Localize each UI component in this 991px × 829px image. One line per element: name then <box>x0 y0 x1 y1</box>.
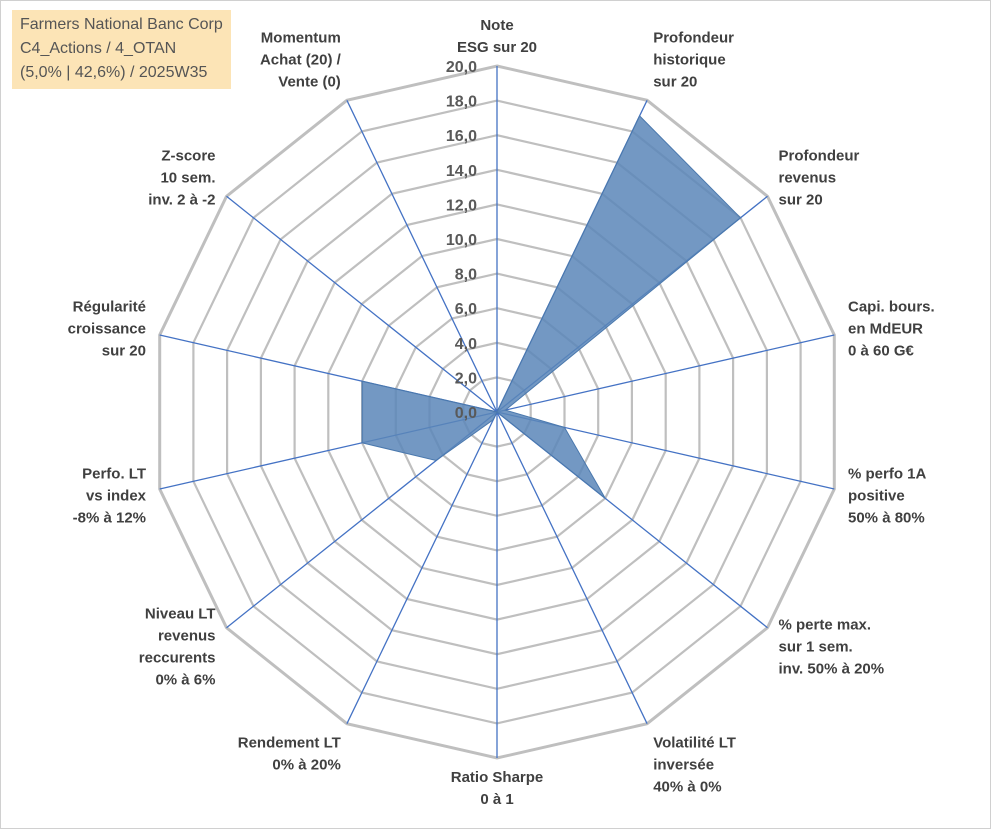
axis-label-line: Volatilité LT <box>653 735 736 752</box>
axis-spoke <box>496 411 648 724</box>
axis-label: Volatilité LT inversée 40% à 0% <box>653 735 736 796</box>
axis-label-line: ESG sur 20 <box>457 39 537 56</box>
axis-label-line: historique <box>653 51 726 68</box>
axis-label-line: croissance <box>68 320 146 337</box>
axis-label-line: revenus <box>158 627 216 644</box>
axis-label: Niveau LT revenus reccurents 0% à 6% <box>139 605 216 688</box>
axis-label-line: 0 à 60 G€ <box>848 342 915 359</box>
tick-label: 10,0 <box>446 232 477 249</box>
axis-label-line: sur 20 <box>102 342 146 359</box>
title-line-company: Farmers National Banc Corp <box>20 16 223 33</box>
tick-label: 20,0 <box>446 59 477 76</box>
tick-label: 12,0 <box>446 197 477 214</box>
axis-label-line: 10 sem. <box>160 170 215 187</box>
axis-label: Perfo. LT vs index -8% à 12% <box>73 466 147 527</box>
series-area-shape <box>361 115 742 499</box>
axis-spoke <box>496 334 835 413</box>
axis-label: Z-score 10 sem. inv. 2 à -2 <box>148 148 215 209</box>
axis-label: Note ESG sur 20 <box>457 17 537 56</box>
radial-tick-labels: 0,0 2,0 4,0 6,0 8,0 10,0 12,0 14,0 16,0 18,0 20,0 <box>446 59 477 422</box>
axis-label-line: vs index <box>86 488 147 505</box>
axis-label: Régularité croissance sur 20 <box>68 298 146 359</box>
axis-label-line: inv. 50% à 20% <box>779 660 885 677</box>
axis-label: % perte max. sur 1 sem. inv. 50% à 20% <box>779 616 885 677</box>
axis-label-line: Profondeur <box>653 29 734 46</box>
axis-label: Ratio Sharpe 0 à 1 <box>451 769 544 808</box>
axis-label-line: inv. 2 à -2 <box>148 192 215 209</box>
axis-label-line: % perte max. <box>779 616 872 633</box>
axis-label-line: inversée <box>653 757 714 774</box>
axis-spoke <box>346 100 498 413</box>
axis-label-line: Capi. bours. <box>848 298 935 315</box>
axis-label-line: Perfo. LT <box>82 466 146 483</box>
axis-labels: Note ESG sur 20 Profondeur historique sur 20… <box>68 17 935 808</box>
axis-label-line: 50% à 80% <box>848 510 925 527</box>
axis-label: % perfo 1A positive 50% à 80% <box>848 466 927 527</box>
axis-label-line: Z-score <box>161 148 215 165</box>
series-area <box>361 115 742 499</box>
axis-label-line: Vente (0) <box>278 73 341 90</box>
axis-label-line: Momentum <box>261 29 341 46</box>
axis-label-line: Achat (20) / <box>260 51 342 68</box>
axis-label-line: Niveau LT <box>145 605 216 622</box>
tick-label: 16,0 <box>446 128 477 145</box>
axis-label-line: Note <box>480 17 513 34</box>
axis-label-line: en MdEUR <box>848 320 923 337</box>
axis-label: Momentum Achat (20) / Vente (0) <box>260 29 342 90</box>
tick-label: 14,0 <box>446 163 477 180</box>
axis-label: Capi. bours. en MdEUR 0 à 60 G€ <box>848 298 935 359</box>
axis-label-line: 0% à 20% <box>272 757 340 774</box>
axis-label-line: Régularité <box>73 298 146 315</box>
axis-label-line: revenus <box>779 170 837 187</box>
axis-label-line: 0% à 6% <box>155 671 215 688</box>
axis-label: Profondeur historique sur 20 <box>653 29 734 90</box>
axis-label-line: % perfo 1A <box>848 466 927 483</box>
axis-label-line: sur 1 sem. <box>779 638 853 655</box>
axis-label-line: 0 à 1 <box>480 791 513 808</box>
axis-label-line: Ratio Sharpe <box>451 769 544 786</box>
axis-label-line: 40% à 0% <box>653 779 721 796</box>
title-line-stats: (5,0% | 42,6%) / 2025W35 <box>20 64 208 81</box>
tick-label: 0,0 <box>455 405 477 422</box>
axis-label: Rendement LT 0% à 20% <box>238 735 341 774</box>
tick-label: 8,0 <box>455 267 477 284</box>
axis-label: Profondeur revenus sur 20 <box>779 148 860 209</box>
axis-label-line: -8% à 12% <box>73 510 146 527</box>
axis-label-line: reccurents <box>139 649 216 666</box>
axis-label-line: sur 20 <box>779 192 823 209</box>
title-line-category: C4_Actions / 4_OTAN <box>20 40 177 57</box>
axis-label-line: Rendement LT <box>238 735 341 752</box>
axis-label-line: sur 20 <box>653 73 697 90</box>
axis-label-line: positive <box>848 488 905 505</box>
tick-label: 4,0 <box>455 336 477 353</box>
tick-label: 18,0 <box>446 94 477 111</box>
axis-spoke <box>226 195 498 413</box>
tick-label: 2,0 <box>455 370 477 387</box>
chart-title-box: Farmers National Banc Corp C4_Actions / … <box>12 10 231 89</box>
tick-label: 6,0 <box>455 301 477 318</box>
axis-spoke <box>346 411 498 724</box>
axis-label-line: Profondeur <box>779 148 860 165</box>
